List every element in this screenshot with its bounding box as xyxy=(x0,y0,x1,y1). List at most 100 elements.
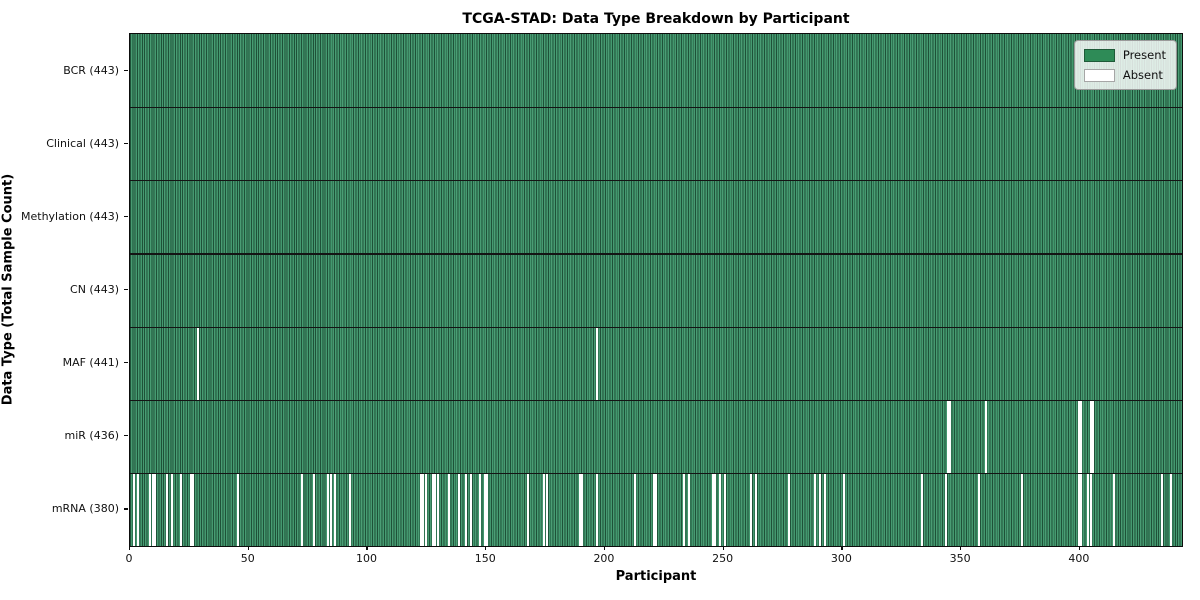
y-tick-label-bcr: BCR (443) xyxy=(63,63,119,77)
absent-cell xyxy=(1087,472,1090,546)
absent-cell xyxy=(431,472,434,546)
y-tick-mark xyxy=(124,289,128,291)
x-tick-label: 250 xyxy=(712,552,734,565)
absent-cell xyxy=(526,472,529,546)
absent-cell xyxy=(1080,472,1083,546)
y-tick-label-clinical: Clinical (443) xyxy=(46,136,119,150)
absent-cell xyxy=(313,472,316,546)
y-tick-label-cn: CN (443) xyxy=(70,283,119,296)
absent-cell xyxy=(348,472,351,546)
absent-cell xyxy=(595,326,598,400)
heatmap-row-bcr xyxy=(130,34,1182,108)
absent-cell xyxy=(1089,472,1092,546)
chart-title: TCGA-STAD: Data Type Breakdown by Partic… xyxy=(462,11,850,27)
absent-swatch-icon xyxy=(1083,68,1115,82)
absent-cell xyxy=(1113,472,1116,546)
present-swatch-icon xyxy=(1083,48,1115,62)
y-tick-mark xyxy=(124,508,128,510)
absent-cell xyxy=(818,472,821,546)
legend-present-label: Present xyxy=(1122,48,1166,62)
y-tick-mark xyxy=(124,142,128,144)
absent-cell xyxy=(754,472,757,546)
x-tick-mark xyxy=(603,546,606,550)
absent-cell xyxy=(1089,399,1092,473)
absent-cell xyxy=(327,472,330,546)
absent-cell xyxy=(719,472,722,546)
absent-cell xyxy=(633,472,636,546)
absent-cell xyxy=(723,472,726,546)
absent-cell xyxy=(985,399,988,473)
absent-cell xyxy=(688,472,691,546)
absent-cell xyxy=(1077,472,1080,546)
absent-cell xyxy=(137,472,140,546)
row-divider xyxy=(130,472,1182,474)
x-tick-label: 50 xyxy=(240,552,255,565)
absent-cell xyxy=(579,472,581,546)
absent-cell xyxy=(457,472,460,546)
x-tick-label: 100 xyxy=(355,552,377,565)
x-tick-mark xyxy=(960,546,962,550)
y-tick-mark xyxy=(124,69,128,71)
row-divider xyxy=(130,253,1182,255)
absent-cell xyxy=(1077,399,1080,473)
heatmap-row-methylation xyxy=(130,180,1182,254)
absent-cell xyxy=(329,472,332,546)
absent-cell xyxy=(787,472,790,546)
x-tick-mark xyxy=(841,546,843,550)
absent-cell xyxy=(683,472,686,546)
x-tick-mark xyxy=(485,546,487,550)
absent-cell xyxy=(170,472,173,546)
absent-cell xyxy=(595,472,598,546)
x-tick-label: 400 xyxy=(1068,552,1090,565)
absent-cell xyxy=(949,399,952,473)
absent-cell xyxy=(196,326,199,400)
heatmap-row-mrna xyxy=(130,472,1182,546)
row-divider xyxy=(130,107,1182,109)
y-tick-label-mrna: mRNA (380) xyxy=(51,502,119,516)
y-tick-mark xyxy=(124,435,128,437)
x-axis-label: Participant xyxy=(615,569,697,584)
absent-cell xyxy=(1170,472,1173,546)
absent-cell xyxy=(1080,399,1083,473)
absent-cell xyxy=(1091,399,1094,473)
absent-cell xyxy=(652,472,655,546)
absent-cell xyxy=(434,472,437,546)
absent-cell xyxy=(545,472,548,546)
absent-cell xyxy=(749,472,752,546)
y-tick-label-mir: miR (436) xyxy=(64,429,120,443)
x-tick-label: 350 xyxy=(949,552,971,565)
absent-cell xyxy=(149,472,152,546)
absent-cell xyxy=(424,472,427,546)
heatmap-row-mir xyxy=(130,399,1182,473)
x-tick-label: 0 xyxy=(125,552,133,565)
row-divider xyxy=(130,180,1182,182)
x-tick-mark xyxy=(129,546,131,550)
x-tick-label: 150 xyxy=(474,552,496,565)
absent-cell xyxy=(422,472,425,546)
absent-cell xyxy=(334,472,337,546)
heatmap-row-cn xyxy=(130,253,1182,327)
x-tick-mark xyxy=(247,546,249,550)
absent-cell xyxy=(655,472,657,546)
absent-cell xyxy=(165,472,168,546)
y-tick-label-maf: MAF (441) xyxy=(62,356,119,370)
row-divider xyxy=(130,399,1182,401)
x-tick-label: 300 xyxy=(830,552,852,565)
absent-cell xyxy=(479,472,482,546)
x-tick-mark xyxy=(722,546,724,550)
x-tick-label: 200 xyxy=(593,552,615,565)
x-tick-mark xyxy=(366,546,368,550)
absent-cell xyxy=(189,472,192,546)
y-tick-mark xyxy=(124,215,128,218)
row-divider xyxy=(130,326,1182,328)
x-tick-mark xyxy=(1078,546,1081,550)
absent-cell xyxy=(1160,472,1163,546)
absent-cell xyxy=(132,472,135,546)
absent-cell xyxy=(191,472,194,546)
legend-item-absent: Absent xyxy=(1083,68,1166,82)
absent-cell xyxy=(823,472,826,546)
absent-cell xyxy=(711,472,714,546)
absent-cell xyxy=(920,472,923,546)
legend-item-present: Present xyxy=(1083,48,1166,62)
